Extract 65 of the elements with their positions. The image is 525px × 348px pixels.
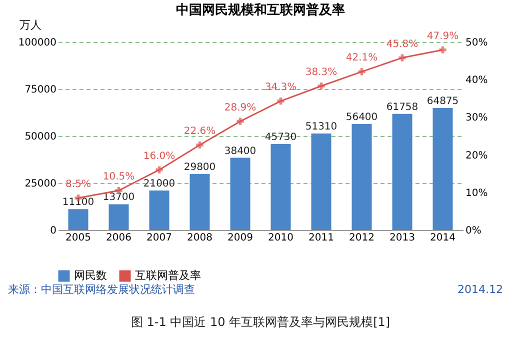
data-label: 13700 (102, 192, 135, 204)
y2-tick-label: 0% (466, 226, 482, 236)
y-tick-label: 0 (50, 226, 56, 236)
x-tick-label: 2006 (106, 232, 132, 244)
legend-label: 互联网普及率 (135, 269, 201, 282)
data-label: 16.0% (143, 150, 176, 162)
x-tick-label: 2009 (228, 232, 253, 244)
y-tick-label: 75000 (24, 84, 56, 96)
data-label: 34.3% (264, 82, 297, 94)
bar (432, 108, 453, 230)
x-tick-label: 2005 (66, 232, 91, 244)
data-label: 56400 (346, 112, 378, 123)
bar (270, 144, 291, 230)
bar (352, 124, 372, 230)
x-tick-label: 2008 (187, 232, 212, 244)
point (439, 46, 446, 54)
y-tick-label: 100000 (18, 38, 56, 48)
y2-tick-label: 50% (466, 38, 488, 48)
point (358, 68, 366, 76)
bar (108, 204, 129, 230)
y-axis-title: 万人 (20, 18, 42, 32)
point (156, 166, 163, 174)
data-label: 11100 (62, 197, 94, 208)
bar (311, 134, 332, 230)
x-tick-label: 2011 (308, 232, 334, 244)
data-label: 64875 (426, 96, 459, 108)
legend-label: 网民数 (74, 269, 107, 282)
data-label: 42.1% (346, 52, 378, 64)
x-tick-label: 2010 (268, 232, 294, 244)
point (277, 97, 284, 105)
y2-tick-label: 20% (466, 150, 488, 162)
y2-tick-label: 10% (466, 188, 488, 199)
x-tick-label: 2013 (390, 232, 415, 244)
data-label: 45730 (264, 132, 297, 144)
data-label: 10.5% (102, 172, 135, 183)
data-label: 45.8% (386, 38, 418, 50)
y-tick-label: 25000 (24, 178, 56, 190)
data-label: 61758 (386, 102, 418, 113)
data-label: 29800 (184, 162, 216, 173)
bar (230, 158, 250, 230)
point (318, 82, 325, 90)
bar (149, 190, 170, 230)
source-note: 来源：中国互联网络发展状况统计调查 (8, 283, 195, 296)
y2-tick-label: 40% (466, 75, 488, 86)
data-label: 38400 (224, 146, 256, 157)
point (196, 141, 204, 149)
y2-tick-label: 30% (466, 112, 488, 124)
x-tick-label: 2007 (146, 232, 172, 244)
data-label: 28.9% (224, 102, 256, 114)
bar (190, 174, 210, 230)
caption: 图 1-1 中国近 10 年互联网普及率与网民规模[1] (130, 315, 390, 329)
data-label: 47.9% (426, 30, 459, 42)
point (236, 118, 244, 125)
data-label: 21000 (143, 178, 176, 190)
x-tick-label: 2012 (349, 232, 374, 244)
text: 2014.12 (458, 283, 503, 296)
data-label: 51310 (305, 122, 338, 133)
bar (392, 114, 412, 230)
data-label: 22.6% (184, 126, 216, 138)
y-tick-label: 50000 (24, 132, 56, 142)
point (398, 54, 406, 62)
data-label: 38.3% (305, 66, 338, 78)
x-tick-label: 2014 (430, 232, 456, 244)
chart-title: 中国网民规模和互联网普及率 (176, 2, 345, 18)
bar (68, 209, 88, 230)
